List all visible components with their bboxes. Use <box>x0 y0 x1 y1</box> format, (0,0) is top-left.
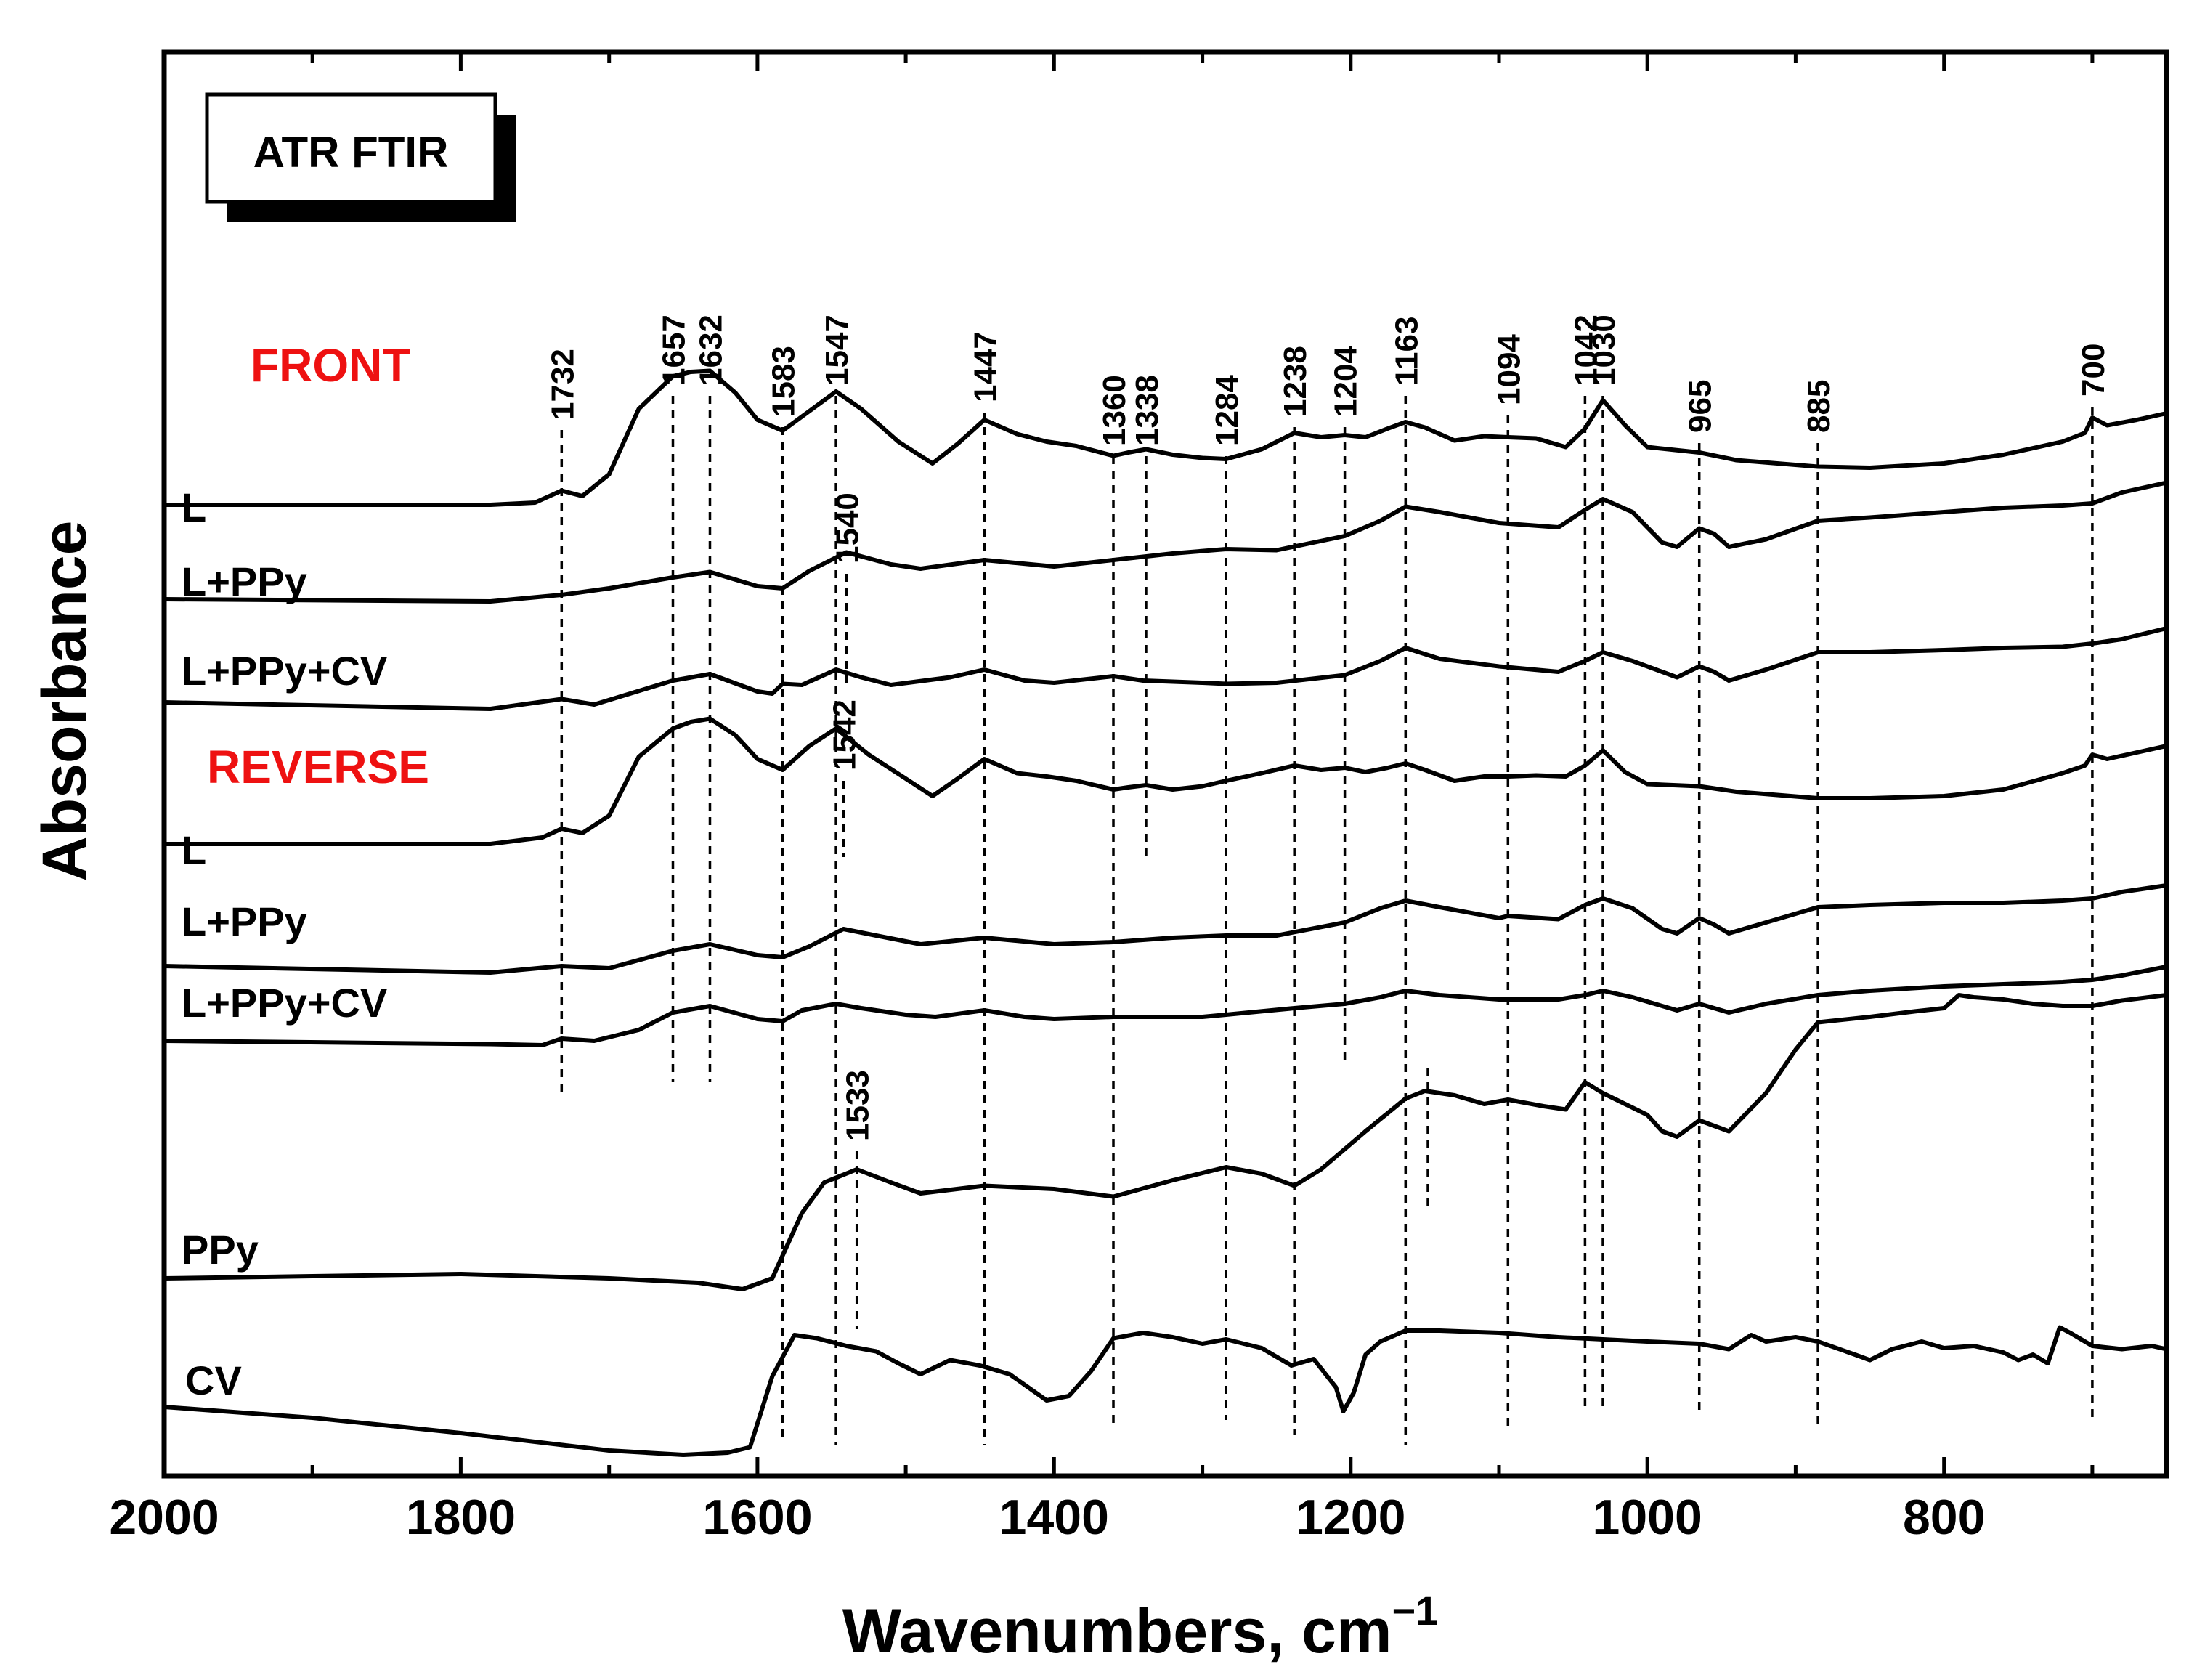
y-axis-title: Absorbance <box>30 520 99 881</box>
section-front-label: FRONT <box>251 339 410 391</box>
spectrum-line-reverse-l-ppy <box>162 883 2169 975</box>
peak-label-1447: 1447 <box>967 331 1003 402</box>
peak-label-885: 885 <box>1801 380 1837 433</box>
peak-label-1030: 1030 <box>1586 315 1622 386</box>
peak-label-1042: 1042 <box>1568 315 1604 386</box>
peak-label-1547: 1547 <box>819 315 855 386</box>
peak-label-1163: 1163 <box>1389 317 1424 386</box>
trace-label-front-l-ppy-cv: L+PPy+CV <box>182 648 387 694</box>
peak-label-700: 700 <box>2076 344 2111 397</box>
peak-label-1338: 1338 <box>1129 375 1165 446</box>
section-reverse-label: REVERSE <box>207 741 429 793</box>
peak-label-1657: 1657 <box>657 315 692 386</box>
x-tick-label-800: 800 <box>1903 1490 1985 1545</box>
spectrum-line-front-l <box>162 368 2169 507</box>
peak-label-1732: 1732 <box>545 349 580 420</box>
peak-label-1540: 1540 <box>829 492 865 564</box>
spectra-traces <box>162 368 2169 1457</box>
plot-frame <box>161 49 2169 1479</box>
trace-label-reverse-l: L <box>182 827 206 873</box>
spectrum-line-reverse-l <box>162 716 2169 846</box>
peak-label-1632: 1632 <box>694 315 729 386</box>
peak-label-1284: 1284 <box>1209 375 1245 446</box>
x-tick-label-2000: 2000 <box>109 1490 219 1545</box>
spectrum-line-front-l-ppy-cv <box>162 626 2169 711</box>
x-axis-ticks: 2000 1800 1600 1400 1200 1000 800 <box>109 52 2095 1545</box>
trace-label-reverse-l-ppy-cv: L+PPy+CV <box>182 980 387 1026</box>
x-axis-title: Wavenumbers, cm−1 <box>842 1588 1439 1666</box>
x-axis-title-superscript: −1 <box>1392 1588 1438 1634</box>
x-tick-label-1800: 1800 <box>406 1490 516 1545</box>
peak-label-1542: 1542 <box>827 699 862 771</box>
peak-label-1360: 1360 <box>1097 375 1132 446</box>
spectrum-line-reverse-l-ppy-cv <box>162 965 2169 1047</box>
trace-label-reverse-l-ppy: L+PPy <box>182 898 307 944</box>
x-axis-title-main: Wavenumbers, cm <box>842 1596 1392 1666</box>
peak-label-1204: 1204 <box>1328 346 1364 417</box>
box-frame <box>205 92 497 204</box>
x-tick-label-1000: 1000 <box>1593 1490 1702 1545</box>
spectrum-line-front-l-ppy <box>162 480 2169 604</box>
trace-label-cv: CV <box>185 1358 242 1403</box>
trace-label-front-l-ppy: L+PPy <box>182 559 307 604</box>
peak-label-1094: 1094 <box>1491 334 1527 405</box>
trace-label-front-l: L <box>182 484 206 530</box>
peak-label-1533: 1533 <box>840 1070 876 1141</box>
peak-label-965: 965 <box>1683 380 1718 433</box>
spectrum-line-cv <box>162 1325 2169 1457</box>
atr-ftir-box: ATR FTIR <box>205 92 516 222</box>
peak-markers: 1732 1657 1632 1583 1547 1540 1542 1533 1447 1360… <box>545 315 2111 1445</box>
x-tick-label-1200: 1200 <box>1296 1490 1405 1545</box>
trace-label-ppy: PPy <box>182 1227 259 1273</box>
spectrum-line-ppy <box>162 993 2169 1291</box>
box-label: ATR FTIR <box>253 128 449 176</box>
x-tick-label-1600: 1600 <box>702 1490 812 1545</box>
peak-label-1238: 1238 <box>1278 346 1313 417</box>
x-tick-label-1400: 1400 <box>999 1490 1109 1545</box>
peak-label-1583: 1583 <box>766 346 802 417</box>
